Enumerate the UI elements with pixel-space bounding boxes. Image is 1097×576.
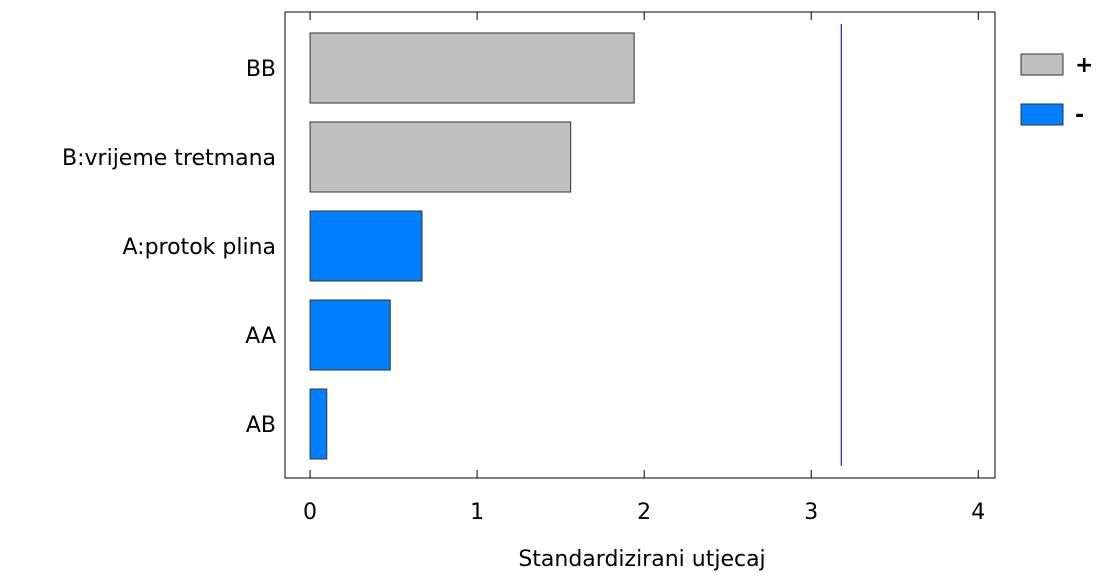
bar-a-protok-plina — [309, 210, 423, 282]
bar-bb — [309, 32, 635, 104]
legend-swatch — [1020, 53, 1064, 76]
x-tick-label: 2 — [637, 500, 651, 525]
category-label: AA — [245, 324, 276, 349]
category-label: AB — [246, 413, 276, 438]
x-axis-title: Standardizirani utjecaj — [518, 547, 765, 572]
x-axis-ticks: 0 1 2 3 4 — [303, 12, 985, 525]
x-tick-label: 1 — [470, 500, 484, 525]
bar-ab — [309, 388, 328, 460]
x-tick-label: 0 — [303, 500, 317, 525]
category-label: B:vrijeme tretmana — [62, 146, 276, 171]
x-tick-label: 3 — [804, 500, 818, 525]
bar-b-vrijeme-tretmana — [309, 121, 572, 193]
category-labels: BB B:vrijeme tretmana A:protok plina AA AB — [62, 57, 276, 438]
bar-aa — [309, 299, 391, 371]
legend-label: - — [1075, 103, 1084, 128]
category-label: A:protok plina — [123, 235, 277, 260]
legend: +- — [1020, 53, 1093, 128]
legend-swatch — [1020, 103, 1064, 126]
bars-group — [309, 32, 635, 460]
category-label: BB — [246, 57, 276, 82]
legend-label: + — [1075, 53, 1093, 78]
plot-area-frame — [284, 11, 996, 479]
x-tick-label: 4 — [971, 500, 985, 525]
